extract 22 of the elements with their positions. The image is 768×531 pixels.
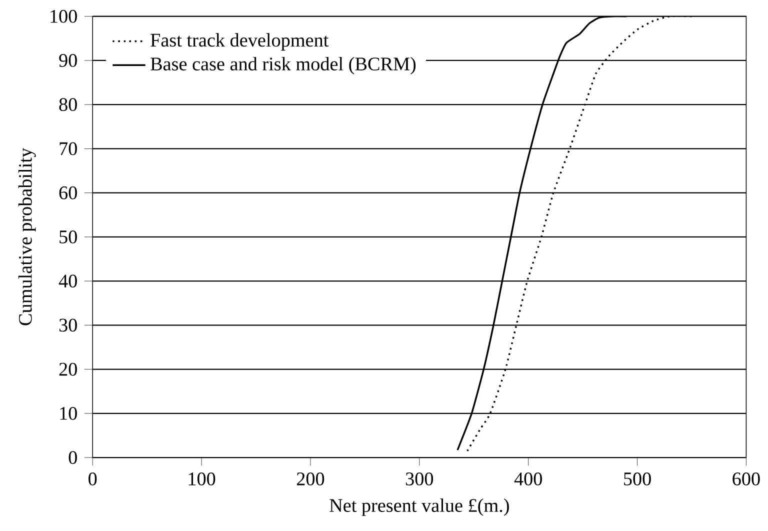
x-tick-label: 500 xyxy=(624,472,651,486)
legend-label: Fast track development xyxy=(150,33,329,51)
y-tick-label: 80 xyxy=(59,98,77,111)
y-tick-label: 50 xyxy=(60,230,77,244)
y-tick-label: 40 xyxy=(58,274,77,288)
x-axis-title: Net present value £(m.) xyxy=(330,498,509,516)
x-tick-label: 200 xyxy=(296,472,324,486)
x-tick-label: 100 xyxy=(188,472,216,486)
legend-label: Base case and risk model (BCRM) xyxy=(150,56,416,74)
y-tick-label: 30 xyxy=(59,318,77,332)
y-tick-label: 100 xyxy=(50,10,77,23)
x-tick-label: 600 xyxy=(732,472,760,486)
y-tick-label: 60 xyxy=(59,186,77,200)
x-tick-label: 0 xyxy=(88,472,97,486)
y-tick-label: 10 xyxy=(60,406,77,420)
x-tick-label: 300 xyxy=(406,472,434,486)
y-axis-title: Cumulative probability xyxy=(18,148,36,326)
y-tick-label: 90 xyxy=(59,54,77,67)
y-tick-label: 70 xyxy=(60,142,77,156)
y-tick-label: 0 xyxy=(68,451,77,464)
x-tick-label: 400 xyxy=(514,472,542,486)
y-tick-label: 20 xyxy=(59,362,77,376)
